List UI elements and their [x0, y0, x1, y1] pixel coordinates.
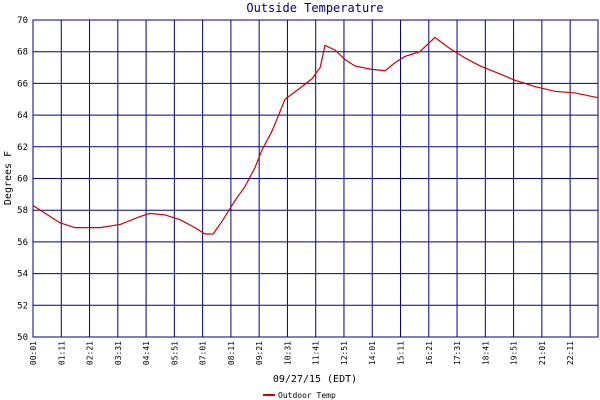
x-tick-label: 14:01	[368, 341, 377, 365]
x-tick-label: 18:41	[481, 341, 490, 365]
x-tick-label: 19:51	[510, 341, 519, 365]
y-tick-label: 68	[17, 48, 28, 58]
y-tick-label: 64	[17, 111, 28, 121]
x-tick-label: 04:41	[142, 341, 151, 365]
x-tick-label: 15:11	[397, 341, 406, 365]
x-tick-label: 00:01	[29, 341, 38, 365]
x-tick-label: 03:31	[114, 341, 123, 365]
y-tick-label: 56	[17, 238, 28, 248]
y-tick-label: 58	[17, 206, 28, 216]
x-tick-label: 10:31	[283, 341, 292, 365]
x-tick-label: 09:21	[255, 341, 264, 365]
y-tick-label: 70	[17, 16, 28, 26]
x-tick-label: 11:41	[312, 341, 321, 365]
x-tick-label: 16:21	[425, 341, 434, 365]
x-tick-label: 08:11	[227, 341, 236, 365]
x-tick-label: 07:01	[199, 341, 208, 365]
x-tick-label: 02:21	[86, 341, 95, 365]
x-tick-label: 22:11	[566, 341, 575, 365]
x-tick-label: 21:01	[538, 341, 547, 365]
chart-title: Outside Temperature	[246, 1, 383, 15]
x-axis-label: 09/27/15 (EDT)	[273, 374, 357, 385]
y-tick-label: 54	[17, 270, 28, 280]
y-axis-label: Degrees F	[3, 151, 14, 205]
y-tick-label: 50	[17, 333, 28, 343]
x-tick-label: 05:51	[170, 341, 179, 365]
y-tick-label: 62	[17, 143, 28, 153]
x-tick-label: 12:51	[340, 341, 349, 365]
x-tick-label: 17:31	[453, 341, 462, 365]
plot-border	[32, 19, 599, 338]
y-tick-label: 66	[17, 79, 28, 89]
y-tick-label: 60	[17, 175, 28, 185]
legend-label: Outdoor Temp	[278, 391, 336, 400]
data-line	[32, 36, 599, 235]
y-tick-label: 52	[17, 301, 28, 311]
x-tick-label: 01:11	[57, 341, 66, 365]
